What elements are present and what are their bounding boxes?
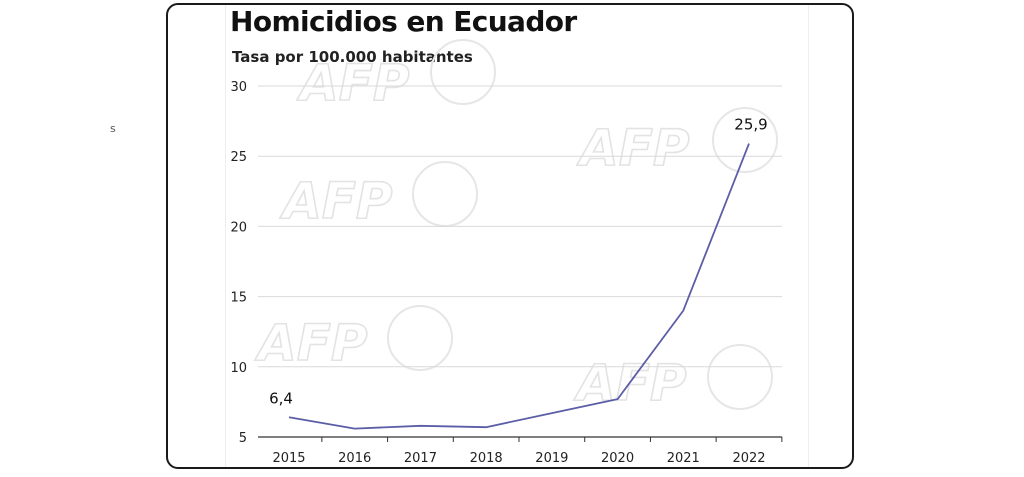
watermark-text: AFP bbox=[576, 119, 690, 177]
x-tick-label: 2015 bbox=[272, 451, 305, 466]
grid-lines bbox=[258, 85, 782, 368]
series-line bbox=[288, 143, 750, 430]
panel-edge-right bbox=[808, 5, 809, 467]
chart-subtitle: Tasa por 100.000 habitantes bbox=[232, 48, 473, 66]
watermark-text: AFP bbox=[254, 314, 368, 372]
x-tick-label: 2021 bbox=[667, 451, 700, 466]
y-tick-labels: 5 10 15 20 25 30 bbox=[230, 80, 247, 446]
chart-title: Homicidios en Ecuador bbox=[230, 5, 577, 38]
y-tick-label: 5 bbox=[239, 431, 247, 446]
data-labels: 6,4 25,9 bbox=[269, 116, 768, 408]
x-tick-label: 2017 bbox=[404, 451, 437, 466]
watermark-text: AFP bbox=[296, 54, 410, 112]
y-tick-label: 10 bbox=[230, 361, 247, 376]
stray-mark: s bbox=[110, 122, 116, 135]
chart-frame bbox=[166, 3, 854, 469]
x-tick-label: 2016 bbox=[338, 451, 371, 466]
x-tick-label: 2022 bbox=[732, 451, 765, 466]
watermark-circle bbox=[412, 161, 478, 227]
watermark-circle bbox=[430, 39, 496, 105]
y-tick-label: 15 bbox=[230, 291, 247, 306]
x-tick-label: 2018 bbox=[470, 451, 503, 466]
watermark-text: AFP bbox=[279, 172, 393, 230]
watermark-circle bbox=[712, 107, 778, 173]
x-axis: 2015 2016 2017 2018 2019 2020 2021 2022 bbox=[258, 436, 783, 466]
data-label: 6,4 bbox=[269, 389, 293, 407]
y-tick-label: 25 bbox=[230, 150, 247, 165]
watermark-circle bbox=[707, 344, 773, 410]
data-label: 25,9 bbox=[734, 116, 767, 134]
y-tick-label: 30 bbox=[230, 80, 247, 95]
y-tick-label: 20 bbox=[230, 220, 247, 235]
x-tick-label: 2020 bbox=[601, 451, 634, 466]
watermark-circle bbox=[387, 305, 453, 371]
x-tick-label: 2019 bbox=[535, 451, 568, 466]
panel-edge-left bbox=[225, 5, 226, 467]
series-layer bbox=[288, 143, 750, 430]
